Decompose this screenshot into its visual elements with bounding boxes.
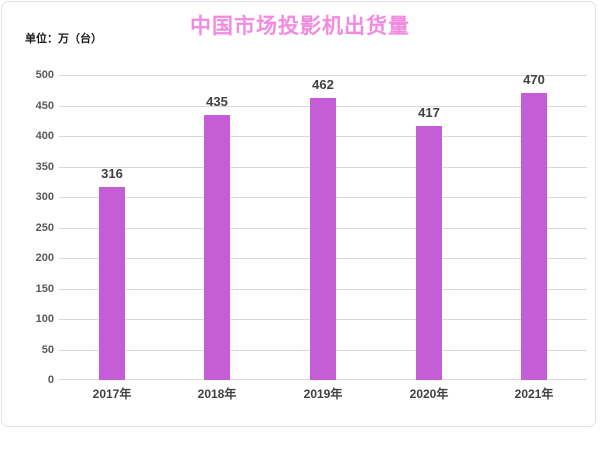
- bar-2020年: [416, 126, 442, 380]
- bar-value-label: 316: [101, 166, 123, 181]
- y-axis-tick-label: 200: [35, 252, 54, 264]
- x-axis-label: 2021年: [514, 387, 554, 401]
- x-axis-label: 2019年: [303, 387, 343, 401]
- x-axis-label: 2017年: [92, 387, 132, 401]
- y-axis-tick-label: 500: [35, 69, 54, 81]
- bar-2019年: [310, 98, 336, 380]
- bar-value-label: 417: [418, 105, 440, 120]
- chart-title: 中国市场投影机出货量: [190, 15, 410, 38]
- y-axis-tick-label: 350: [35, 160, 54, 173]
- y-axis-tick-label: 50: [41, 343, 54, 356]
- gridline: [59, 75, 587, 76]
- bar-2017年: [99, 187, 125, 380]
- bar-2018年: [204, 115, 230, 380]
- y-axis-tick-label: 0: [47, 374, 54, 386]
- x-axis-label: 2020年: [409, 387, 449, 401]
- y-axis-tick-label: 250: [35, 221, 54, 234]
- bar-value-label: 435: [206, 94, 228, 109]
- bar-value-label: 470: [523, 72, 545, 87]
- unit-label: 单位：万（台）: [25, 33, 102, 45]
- y-axis-tick-label: 400: [35, 130, 54, 142]
- x-axis-label: 2018年: [197, 387, 237, 401]
- y-axis-tick-label: 100: [35, 313, 54, 325]
- y-axis-tick-label: 450: [35, 99, 54, 112]
- bar-value-label: 462: [312, 77, 334, 92]
- y-axis-tick-label: 300: [35, 191, 54, 203]
- bar-2021年: [521, 93, 547, 380]
- y-axis-tick-label: 150: [35, 282, 54, 295]
